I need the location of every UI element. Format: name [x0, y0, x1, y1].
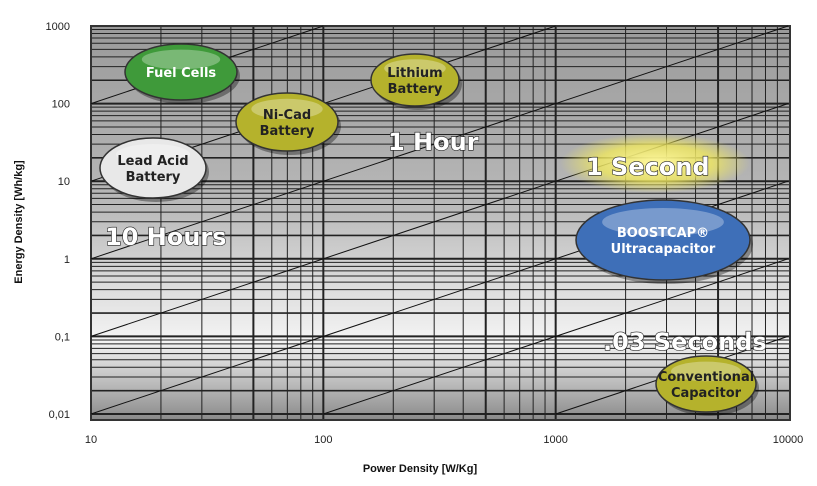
y-tick-label: 1 [64, 254, 70, 266]
region-label: Conventional [658, 370, 754, 385]
region-highlight [141, 49, 221, 70]
x-axis-label: Power Density [W/Kg] [363, 463, 478, 475]
x-tick-label: 10000 [773, 434, 804, 446]
region-label: BOOSTCAP® [617, 226, 709, 241]
region-ellipse [655, 355, 757, 413]
time-line [90, 25, 789, 260]
region-boostcap-ultracapacitor: BOOSTCAP®Ultracapacitor [575, 199, 753, 284]
plot-border [90, 25, 791, 421]
x-tick-label: 100 [314, 434, 332, 446]
region-label: Lithium [387, 66, 442, 81]
region-label: Battery [260, 124, 315, 139]
region-ellipse [575, 199, 751, 281]
region-highlight [602, 208, 724, 236]
label-10-hours: 10 Hours [105, 223, 227, 251]
region-label: Battery [388, 82, 443, 97]
y-tick-label: 0,1 [55, 331, 70, 343]
y-tick-label: 10 [58, 176, 70, 188]
region-highlight [251, 98, 323, 120]
x-tick-label: 1000 [543, 434, 567, 446]
y-tick-label: 1000 [46, 21, 70, 33]
region-ellipse [99, 137, 207, 199]
regions: Fuel Cells LithiumBatteryNi-CadBatteryLea… [99, 43, 759, 416]
region-ellipse [370, 53, 460, 107]
y-tick-label: 100 [52, 99, 70, 111]
region-label: Ultracapacitor [611, 242, 716, 257]
y-tick-label: 0,01 [49, 409, 70, 421]
region-ellipse [235, 92, 339, 152]
y-axis-label: Energy Density [Wh/kg] [13, 160, 25, 284]
x-tick-label: 10 [85, 434, 97, 446]
region-highlight [671, 361, 741, 382]
region-highlight [115, 144, 191, 165]
region-label: Ni-Cad [263, 108, 311, 123]
one-second-glow [560, 133, 750, 193]
region-ellipse [124, 43, 238, 101]
label-1-second: 1 Second [586, 153, 710, 181]
label-03-seconds: .03 Seconds [603, 328, 767, 356]
region-label: Fuel Cells [146, 66, 217, 81]
region-highlight [384, 59, 446, 78]
region-fuelcells: Fuel Cells [124, 43, 240, 104]
time-line [323, 258, 789, 415]
region-label: Lead Acid [117, 154, 188, 169]
region-label: Battery [126, 170, 181, 185]
region-label: Capacitor [671, 386, 742, 401]
label-1-hour: 1 Hour [388, 128, 479, 156]
